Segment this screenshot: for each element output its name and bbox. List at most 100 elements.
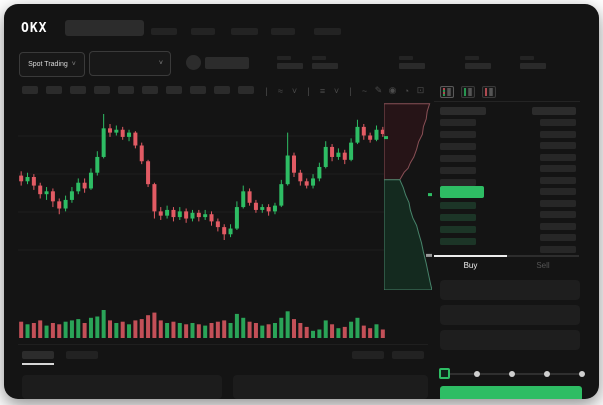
ask-row-price[interactable] — [440, 179, 476, 186]
bid-row-price[interactable] — [440, 214, 476, 221]
volume-bar — [177, 323, 182, 338]
volume-bar — [50, 323, 55, 338]
chart-style-icon[interactable]: ≡ — [319, 85, 326, 96]
screenshot-icon[interactable]: ◉ — [388, 85, 397, 95]
book-asks-icon[interactable] — [482, 86, 496, 98]
candle-body — [349, 142, 354, 160]
slider-handle[interactable] — [439, 368, 450, 379]
bid-row-price[interactable] — [440, 238, 476, 245]
fullscreen-icon[interactable]: ⊡ — [416, 85, 425, 95]
bid-row-price[interactable] — [440, 202, 476, 209]
indicators-icon[interactable]: ≈ — [278, 85, 283, 96]
candle-body — [247, 191, 252, 203]
book-icon-row — [443, 90, 451, 92]
pair-selector-dropdown[interactable]: ˅ — [89, 51, 171, 76]
row-amount — [540, 119, 576, 126]
candle-body — [19, 175, 24, 182]
market-type-dropdown[interactable]: Spot Trading ˅ — [19, 52, 85, 77]
nav-item[interactable] — [191, 28, 215, 35]
book-icon-row — [485, 94, 493, 96]
candle-body — [374, 129, 379, 140]
slider-stop[interactable] — [509, 371, 515, 377]
candle-body — [177, 211, 182, 218]
slider-stop[interactable] — [579, 371, 585, 377]
interval-button[interactable] — [22, 86, 38, 94]
volume-bar — [101, 310, 106, 338]
volume-bar — [76, 319, 81, 338]
candle-body — [57, 201, 62, 209]
volume-bar — [69, 320, 74, 338]
tab-buy[interactable]: Buy — [463, 261, 478, 270]
ask-row-price[interactable] — [440, 155, 476, 162]
order-input[interactable] — [440, 280, 580, 300]
slider-stop[interactable] — [544, 371, 550, 377]
book-icon-cell — [485, 92, 487, 94]
candle-body — [285, 155, 290, 185]
interval-button[interactable] — [238, 86, 254, 94]
volume-bar — [57, 324, 62, 338]
volume-bar — [31, 323, 36, 338]
chart-style-chevron-icon[interactable]: ˅ — [333, 85, 340, 96]
tab-sell[interactable]: Sell — [536, 261, 550, 270]
candle-body — [228, 228, 233, 235]
order-input[interactable] — [440, 305, 580, 325]
inactive-tab-track — [507, 255, 579, 257]
volume-bar — [311, 330, 316, 338]
book-bids-icon[interactable] — [461, 86, 475, 98]
ask-row-price[interactable] — [440, 143, 476, 150]
stat-label — [277, 56, 291, 60]
nav-item[interactable] — [314, 28, 341, 35]
row-amount — [540, 142, 576, 149]
order-input[interactable] — [440, 330, 580, 350]
interval-button[interactable] — [190, 86, 206, 94]
active-tab-indicator — [434, 255, 507, 257]
orders-action-2[interactable] — [392, 351, 424, 359]
nav-item[interactable] — [151, 28, 177, 35]
interval-button[interactable] — [166, 86, 182, 94]
volume-bar — [272, 323, 277, 338]
candlestick-chart[interactable] — [18, 102, 386, 302]
row-amount — [540, 165, 576, 172]
app-window: OKX Spot Trading ˅ ˅ | ≈ ˅ | ≡ ˅ | ~ ✎ ◉ ◔ ⊡ Buy Se… — [4, 4, 599, 399]
line-tool-icon[interactable]: ~ — [361, 85, 368, 96]
search-input[interactable] — [65, 20, 144, 36]
slider-stop[interactable] — [474, 371, 480, 377]
book-icon-cell — [468, 90, 472, 92]
interval-button[interactable] — [142, 86, 158, 94]
candle-body — [222, 227, 227, 235]
candle-body — [88, 172, 93, 189]
book-icon-row — [464, 88, 472, 90]
orders-tab-active[interactable] — [22, 351, 54, 359]
nav-item[interactable] — [271, 28, 295, 35]
volume-bar — [114, 323, 119, 338]
interval-button[interactable] — [46, 86, 62, 94]
candle-body — [190, 212, 195, 219]
nav-item[interactable] — [231, 28, 258, 35]
interval-button[interactable] — [118, 86, 134, 94]
ask-row-price[interactable] — [440, 131, 476, 138]
ask-row-price[interactable] — [440, 167, 476, 174]
volume-bar — [222, 320, 227, 338]
interval-button[interactable] — [94, 86, 110, 94]
volume-bar — [95, 316, 100, 338]
volume-bar — [285, 311, 290, 338]
ask-row-price[interactable] — [440, 119, 476, 126]
interval-button[interactable] — [70, 86, 86, 94]
interval-button[interactable] — [214, 86, 230, 94]
book-icon-row — [485, 92, 493, 94]
book-icon-cell — [485, 94, 487, 96]
volume-bar — [108, 320, 112, 338]
book-both-icon[interactable] — [440, 86, 454, 98]
volume-bar — [368, 328, 373, 338]
chart-settings-icon[interactable]: ◔ — [403, 85, 410, 96]
candle-body — [260, 207, 265, 210]
volume-bar — [184, 324, 189, 338]
orders-action-1[interactable] — [352, 351, 384, 359]
indicators-chevron-icon[interactable]: ˅ — [291, 85, 298, 96]
history-tab[interactable] — [66, 351, 98, 359]
book-icon-row — [443, 94, 451, 96]
submit-buy-button[interactable] — [440, 386, 582, 399]
draw-tool-icon[interactable]: ✎ — [374, 85, 383, 95]
row-amount — [540, 234, 576, 241]
bid-row-price[interactable] — [440, 226, 476, 233]
